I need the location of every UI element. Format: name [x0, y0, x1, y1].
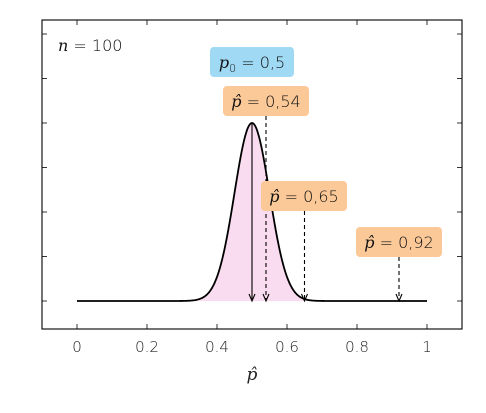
ref-arrow-phat-092: [395, 293, 403, 303]
axis-ticks: [42, 20, 462, 329]
callout-box-phat-065: [261, 181, 347, 211]
callout-eq: = 0,5: [236, 53, 285, 72]
x-tick-label: 0.8: [345, 338, 369, 356]
callout-label-p0: p0 = 0,5: [219, 53, 285, 75]
ref-arrow-phat-054: [262, 293, 270, 303]
x-tick-label: 0.2: [135, 338, 159, 356]
callout-var: p: [219, 53, 229, 72]
ref-arrow-p0: [248, 293, 256, 303]
sample-size-value: 100: [92, 36, 123, 55]
callout-box-phat-054: [223, 86, 309, 116]
callout-var: p̂: [269, 187, 279, 206]
plot-frame: [41, 19, 463, 330]
curve-layer: [77, 122, 427, 302]
callout-box-phat-092: [356, 227, 442, 257]
callouts: p0 = 0,5p̂ = 0,54p̂ = 0,65p̂ = 0,92: [210, 47, 442, 257]
sample-size-eq: =: [68, 36, 92, 55]
sample-size-var: n: [58, 36, 68, 55]
callout-eq: = 0,54: [242, 92, 301, 111]
x-axis-label: p̂: [247, 365, 258, 385]
callout-label-phat-092: p̂ = 0,92: [364, 233, 433, 252]
x-tick-label: 0.4: [205, 338, 229, 356]
callout-var: p̂: [364, 233, 374, 252]
density-curve: [77, 122, 427, 302]
x-tick-label: 1: [422, 338, 432, 356]
sample-size-note: n = 100: [58, 36, 122, 55]
ref-arrow-phat-065: [300, 293, 309, 303]
callout-label-phat-054: p̂ = 0,54: [231, 92, 300, 111]
x-tick-label: 0.6: [275, 338, 299, 356]
callout-eq: = 0,65: [280, 187, 339, 206]
callout-box-p0: [210, 47, 294, 77]
x-tick-labels: 0 0.2 0.4 0.6 0.8 1: [72, 338, 432, 356]
callout-label-phat-065: p̂ = 0,65: [269, 187, 338, 206]
callout-var: p̂: [231, 92, 241, 111]
x-tick-label: 0: [72, 338, 82, 356]
callout-subscript: 0: [229, 62, 236, 75]
callout-eq: = 0,92: [375, 233, 434, 252]
